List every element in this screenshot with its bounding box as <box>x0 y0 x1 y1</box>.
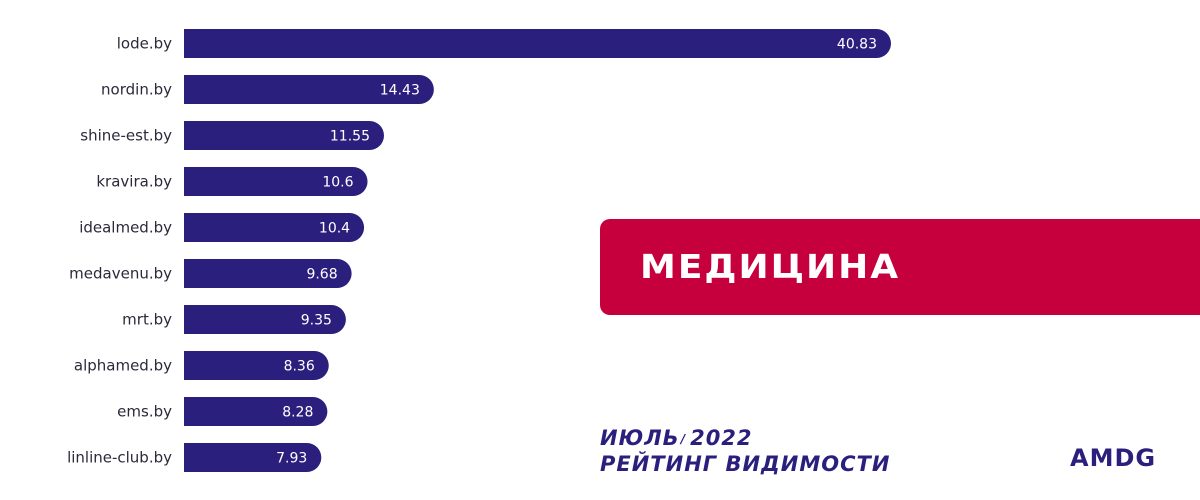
period-label: ИЮЛЬ/2022 <box>600 426 753 450</box>
period-separator: / <box>680 432 687 446</box>
category-label: shine-est.by <box>80 127 172 145</box>
bar <box>184 351 329 380</box>
bar <box>184 443 322 472</box>
value-label: 10.6 <box>322 175 353 191</box>
value-label: 8.36 <box>284 359 315 375</box>
brand-logo: AMDG <box>1070 444 1157 472</box>
rating-subtitle: РЕЙТИНГ ВИДИМОСТИ <box>600 452 891 476</box>
period-month: ИЮЛЬ <box>600 426 680 450</box>
category-label: lode.by <box>117 35 172 53</box>
value-label: 7.93 <box>276 451 307 467</box>
category-label: nordin.by <box>101 81 172 99</box>
category-label: medavenu.by <box>69 265 172 283</box>
bar <box>184 75 434 104</box>
value-label: 11.55 <box>330 129 370 145</box>
category-label: ems.by <box>117 403 172 421</box>
bar <box>184 397 328 426</box>
bar <box>184 213 365 242</box>
category-title: МЕДИЦИНА <box>640 248 901 286</box>
value-label: 8.28 <box>282 405 313 421</box>
value-label: 40.83 <box>837 37 877 53</box>
bar <box>184 29 891 58</box>
value-label: 9.35 <box>301 313 332 329</box>
bar <box>184 305 346 334</box>
bar <box>184 121 384 150</box>
period-year: 2022 <box>690 426 753 450</box>
value-label: 10.4 <box>319 221 350 237</box>
value-label: 14.43 <box>380 83 420 99</box>
category-label: kravira.by <box>96 173 172 191</box>
category-label: alphamed.by <box>74 357 172 375</box>
bar <box>184 259 352 288</box>
category-label: linline-club.by <box>67 449 172 467</box>
bar <box>184 167 368 196</box>
value-label: 9.68 <box>306 267 337 283</box>
category-label: idealmed.by <box>79 219 172 237</box>
category-label: mrt.by <box>122 311 172 329</box>
category-banner: МЕДИЦИНА <box>600 219 1200 315</box>
